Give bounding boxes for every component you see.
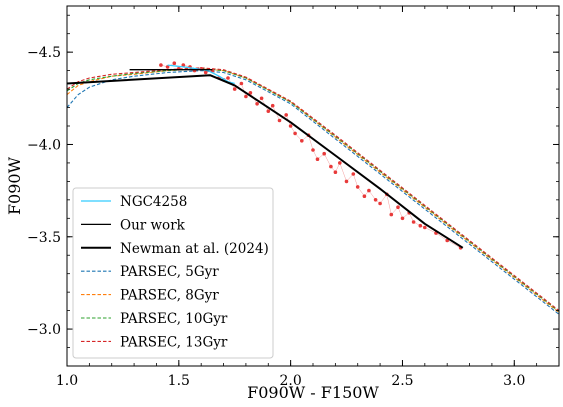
y-tick-label: −3.5	[27, 230, 61, 246]
data-point	[232, 87, 237, 91]
x-tick-label: 3.0	[503, 373, 525, 389]
data-point	[311, 148, 315, 152]
data-point	[244, 94, 248, 99]
data-point	[266, 109, 271, 113]
legend-entry: PARSEC, 13Gyr	[120, 334, 228, 350]
data-point	[400, 216, 405, 221]
series-line-6	[67, 67, 559, 312]
data-point	[322, 151, 327, 156]
x-tick-label: 1.5	[168, 373, 190, 389]
legend-entry: NGC4258	[120, 194, 187, 210]
x-tick-label: 2.0	[280, 373, 302, 389]
legend: NGC4258 Our work Newman at al. (2024) PARSE…	[72, 187, 274, 359]
data-point	[284, 113, 289, 117]
axis-ticks: 1.0 1.5 2.0 2.5 3.0 −4.5 −4.0 −3.5 −3.0	[27, 6, 560, 389]
legend-box	[72, 187, 274, 359]
series-line-5	[67, 68, 559, 312]
data-point	[181, 63, 186, 67]
data-point	[239, 81, 244, 86]
data-point	[329, 164, 333, 169]
data-point	[423, 225, 427, 230]
data-point	[165, 65, 170, 69]
data-point	[373, 198, 378, 202]
data-point	[259, 96, 264, 101]
data-point	[277, 118, 282, 123]
data-point	[344, 179, 349, 184]
legend-entry: PARSEC, 10Gyr	[120, 311, 228, 327]
data-point	[288, 124, 293, 128]
data-point	[362, 194, 367, 198]
data-point	[293, 131, 297, 136]
series-line-3	[67, 70, 559, 315]
y-axis-label: F090W	[5, 156, 24, 215]
data-point	[351, 172, 356, 176]
data-point	[226, 76, 230, 80]
y-tick-label: −4.5	[27, 45, 61, 61]
data-point	[378, 201, 382, 206]
data-point	[270, 103, 275, 108]
data-point	[367, 188, 371, 193]
series-line-2	[67, 74, 464, 249]
plot-area	[67, 61, 559, 315]
x-tick-label: 1.0	[56, 373, 78, 389]
data-point	[338, 161, 342, 165]
legend-entry: Our work	[120, 217, 186, 233]
y-tick-label: −4.0	[27, 137, 61, 153]
data-point	[396, 205, 400, 209]
data-point	[418, 223, 423, 228]
data-point	[255, 102, 259, 106]
x-axis-label: F090W - F150W	[247, 383, 379, 402]
data-point	[172, 61, 177, 65]
data-point	[333, 170, 338, 174]
data-point	[159, 63, 163, 67]
data-point	[355, 185, 360, 189]
data-point	[315, 157, 320, 161]
data-point	[411, 220, 416, 224]
data-point	[300, 139, 304, 143]
data-point	[248, 91, 253, 95]
data-point	[389, 212, 394, 217]
y-tick-label: −3.0	[27, 322, 61, 338]
legend-entry: PARSEC, 8Gyr	[120, 288, 219, 304]
legend-entry: Newman at al. (2024)	[120, 241, 269, 257]
legend-entry: PARSEC, 5Gyr	[120, 264, 219, 280]
data-point	[203, 70, 208, 75]
x-tick-label: 2.5	[391, 373, 413, 389]
